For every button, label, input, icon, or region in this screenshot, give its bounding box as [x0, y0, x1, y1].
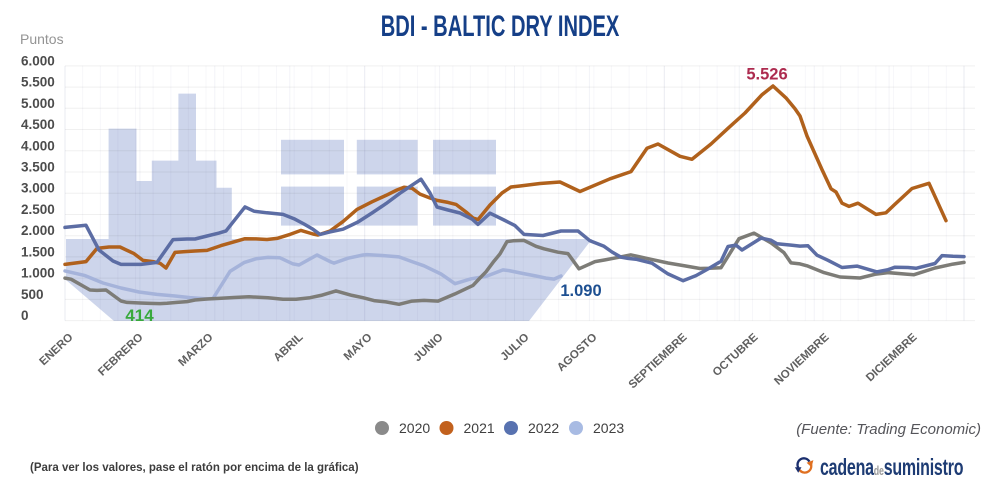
svg-text:cadenadesuministro: cadenadesuministro — [820, 455, 963, 481]
svg-text:0: 0 — [21, 308, 29, 323]
svg-text:5.000: 5.000 — [21, 96, 55, 111]
svg-text:414: 414 — [125, 306, 154, 325]
svg-text:5.526: 5.526 — [746, 66, 787, 84]
svg-text:5.500: 5.500 — [21, 75, 55, 90]
svg-text:2021: 2021 — [464, 420, 495, 436]
svg-text:500: 500 — [21, 287, 44, 302]
svg-text:NOVIEMBRE: NOVIEMBRE — [772, 331, 831, 387]
svg-text:2.500: 2.500 — [21, 202, 55, 217]
svg-text:AGOSTO: AGOSTO — [555, 331, 600, 374]
svg-text:1.090: 1.090 — [560, 282, 601, 300]
svg-text:DICIEMBRE: DICIEMBRE — [864, 331, 920, 384]
svg-text:4.500: 4.500 — [21, 117, 55, 132]
svg-text:ABRIL: ABRIL — [272, 331, 306, 364]
svg-text:2020: 2020 — [399, 420, 430, 436]
svg-text:MAYO: MAYO — [342, 331, 375, 363]
svg-text:ENERO: ENERO — [37, 331, 75, 368]
svg-text:SEPTIEMBRE: SEPTIEMBRE — [627, 331, 690, 391]
svg-text:2023: 2023 — [593, 420, 624, 436]
svg-text:FEBRERO: FEBRERO — [96, 331, 145, 378]
svg-text:1.500: 1.500 — [21, 244, 55, 259]
svg-text:2.000: 2.000 — [21, 223, 55, 238]
svg-text:6.000: 6.000 — [21, 53, 55, 68]
svg-text:MARZO: MARZO — [177, 331, 216, 369]
svg-text:JUNIO: JUNIO — [412, 331, 446, 364]
svg-text:JULIO: JULIO — [499, 331, 532, 363]
svg-text:1.000: 1.000 — [21, 266, 55, 281]
svg-text:3.000: 3.000 — [21, 181, 55, 196]
svg-text:4.000: 4.000 — [21, 138, 55, 153]
svg-text:2022: 2022 — [528, 420, 559, 436]
svg-text:OCTUBRE: OCTUBRE — [711, 331, 761, 379]
svg-text:3.500: 3.500 — [21, 160, 55, 175]
